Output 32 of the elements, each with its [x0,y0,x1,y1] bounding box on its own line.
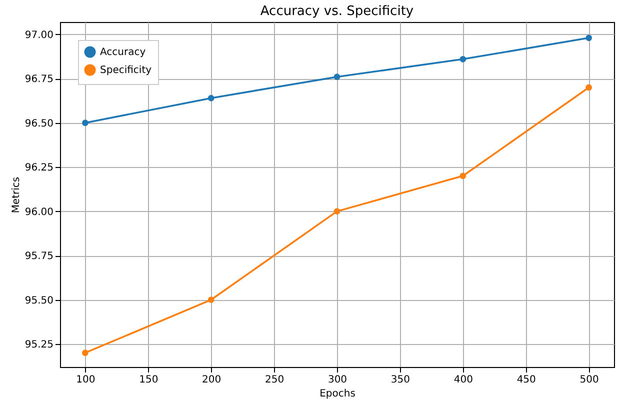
x-tick-label: 500 [580,374,599,386]
point [208,296,214,303]
x-tick-label: 300 [328,374,348,386]
y-tick-label: 95.50 [24,295,54,306]
y-tick-label: 97.00 [24,30,54,41]
x-tick-label: 250 [265,374,284,386]
point [586,34,592,42]
y-tick-label: 95.75 [24,251,54,262]
y-tick-label: 96.00 [24,206,54,218]
chart-title: Accuracy vs. Specificity [260,4,414,19]
point [586,84,592,91]
x-tick-label: 350 [390,374,410,386]
legend-label: Accuracy [100,47,146,58]
point [460,172,466,180]
x-tick-label: 450 [516,374,536,386]
y-tick-label: 96.25 [24,162,54,174]
x-tick-label: 150 [139,374,158,386]
y-tick-label: 96.75 [24,74,54,86]
point [208,94,214,102]
point [82,120,88,126]
point [460,56,466,62]
x-tick-label: 200 [202,374,222,386]
point [334,208,340,214]
point [82,350,88,356]
y-tick-label: 95.25 [24,340,54,350]
y-tick-label: 96.50 [24,118,54,130]
legend-label: Specificity [100,65,152,76]
x-tick-label: 100 [76,374,96,386]
point [334,74,340,80]
x-axis-title: Epochs [320,388,356,400]
y-axis-title: Metrics [10,176,22,214]
x-tick-label: 400 [454,374,473,386]
